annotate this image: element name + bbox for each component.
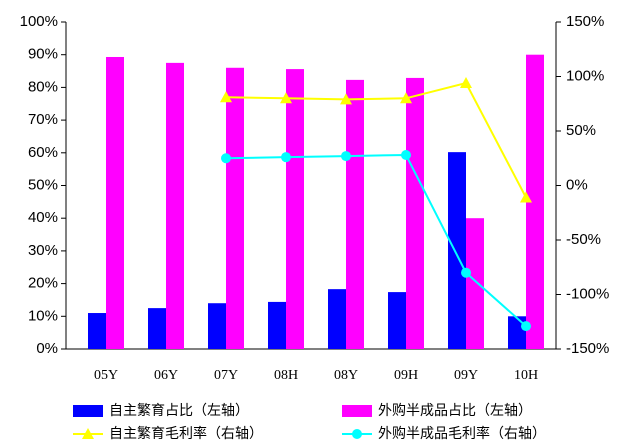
y2-tick-label: 150% <box>566 13 604 30</box>
point <box>520 191 532 203</box>
bar <box>208 303 226 349</box>
line <box>225 81 527 198</box>
bar <box>226 67 244 349</box>
y-tick-label: 70% <box>28 111 58 128</box>
x-tick-label: 09Y <box>454 368 478 383</box>
point <box>460 77 472 89</box>
y-tick-label: 60% <box>28 144 58 161</box>
legend-label: 外购半成品毛利率（右轴） <box>378 425 546 442</box>
bar <box>508 316 526 349</box>
bar <box>388 292 406 349</box>
y2-tick-label: -150% <box>566 340 609 357</box>
bar <box>328 289 346 349</box>
point <box>340 93 352 105</box>
point <box>220 91 232 103</box>
y2-tick-label: 100% <box>566 67 604 84</box>
x-tick-label: 09H <box>394 368 418 383</box>
point <box>461 267 471 278</box>
bar <box>106 56 124 349</box>
y-tick-label: 80% <box>28 78 58 95</box>
legend-marker <box>352 429 362 439</box>
point <box>400 92 412 104</box>
x-tick-label: 07Y <box>214 368 238 383</box>
y-tick-label: 50% <box>28 176 58 193</box>
y2-tick-label: -100% <box>566 285 609 302</box>
bar <box>406 77 424 350</box>
legend-marker <box>82 428 94 439</box>
y-tick-label: 100% <box>20 13 58 30</box>
line <box>225 153 527 327</box>
x-tick-label: 05Y <box>94 368 118 383</box>
legend-swatch <box>342 405 372 417</box>
bar <box>166 62 184 349</box>
y-tick-label: 90% <box>28 46 58 63</box>
point <box>221 153 231 164</box>
bar <box>286 69 304 349</box>
legend-swatch <box>73 405 103 417</box>
point <box>281 152 291 163</box>
bar <box>526 54 544 349</box>
x-tick-label: 10H <box>514 368 538 383</box>
point <box>401 149 411 160</box>
bar <box>466 218 484 349</box>
bar <box>88 313 106 349</box>
y-tick-label: 0% <box>36 340 58 357</box>
x-tick-label: 08H <box>274 368 298 383</box>
y-tick-label: 40% <box>28 209 58 226</box>
point <box>341 151 351 162</box>
y-tick-label: 30% <box>28 242 58 259</box>
legend-label: 外购半成品占比（左轴） <box>378 403 532 419</box>
y-tick-label: 20% <box>28 275 58 292</box>
bar <box>148 308 166 349</box>
bar <box>346 79 364 349</box>
point <box>280 92 292 104</box>
y2-tick-label: 0% <box>566 176 588 193</box>
bar <box>268 301 286 349</box>
x-tick-label: 08Y <box>334 368 358 383</box>
bar <box>448 152 466 349</box>
x-tick-label: 06Y <box>154 368 178 383</box>
legend-label: 自主繁育占比（左轴） <box>109 403 249 419</box>
point <box>521 321 531 332</box>
y2-tick-label: 50% <box>566 122 596 139</box>
y-tick-label: 10% <box>28 307 58 324</box>
legend-label: 自主繁育毛利率（右轴） <box>109 425 263 442</box>
y2-tick-label: -50% <box>566 231 601 248</box>
